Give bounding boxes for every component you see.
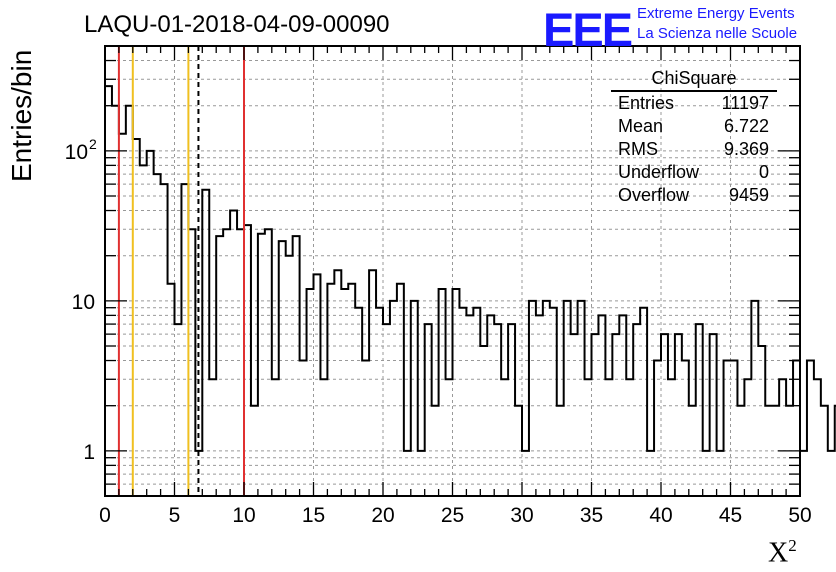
x-tick-label: 15 [302, 504, 325, 527]
x-tick-label: 40 [649, 504, 672, 527]
stats-title: ChiSquare [611, 67, 777, 92]
stats-label: RMS [618, 139, 658, 159]
x-tick-label: 30 [510, 504, 533, 527]
y-axis-label: Entries/bin [6, 49, 37, 182]
stats-row-overflow: Overflow 9459 [611, 184, 777, 207]
stats-value: 6.722 [723, 116, 769, 136]
stats-row-underflow: Underflow 0 [611, 161, 777, 184]
x-tick-label: 10 [232, 504, 255, 527]
x-tick-label: 5 [169, 504, 181, 527]
grid-lines [105, 45, 800, 497]
logo-line-1: Extreme Energy Events [637, 5, 795, 22]
stats-value: 9459 [728, 185, 769, 205]
stats-value: 0 [758, 162, 769, 182]
x-axis-label-exponent: 2 [788, 536, 797, 555]
stats-value: 9.369 [723, 139, 769, 159]
x-tick-label: 35 [580, 504, 603, 527]
stats-row-mean: Mean 6.722 [611, 115, 777, 138]
x-axis-label: X2 [768, 536, 797, 569]
stats-label: Underflow [618, 162, 700, 182]
logo-line-2: La Scienza nelle Scuole [637, 25, 798, 42]
run-title: LAQU-01-2018-04-09-00090 [84, 11, 390, 38]
stats-label: Entries [618, 93, 675, 113]
x-tick-label: 50 [788, 504, 811, 527]
stats-value: 11197 [721, 93, 769, 113]
reference-lines [117, 46, 245, 496]
stats-label: Overflow [618, 185, 690, 205]
stats-row-rms: RMS 9.369 [611, 138, 777, 161]
x-axis-label-base: X [768, 537, 789, 569]
eee-logo: EEE [543, 3, 633, 56]
stats-box: ChiSquare Entries 11197 Mean 6.722 RMS 9.36… [611, 67, 777, 207]
x-tick-label: 0 [99, 504, 111, 527]
x-tick-label: 45 [719, 504, 742, 527]
y-tick-exponent: 2 [89, 136, 97, 152]
x-tick-label: 20 [371, 504, 394, 527]
stats-row-entries: Entries 11197 [611, 92, 777, 115]
y-tick-label: 1 [83, 441, 95, 464]
x-tick-label: 25 [441, 504, 464, 527]
stats-label: Mean [618, 116, 664, 136]
y-tick-label: 10 [65, 141, 88, 164]
y-tick-label: 10 [72, 291, 95, 314]
